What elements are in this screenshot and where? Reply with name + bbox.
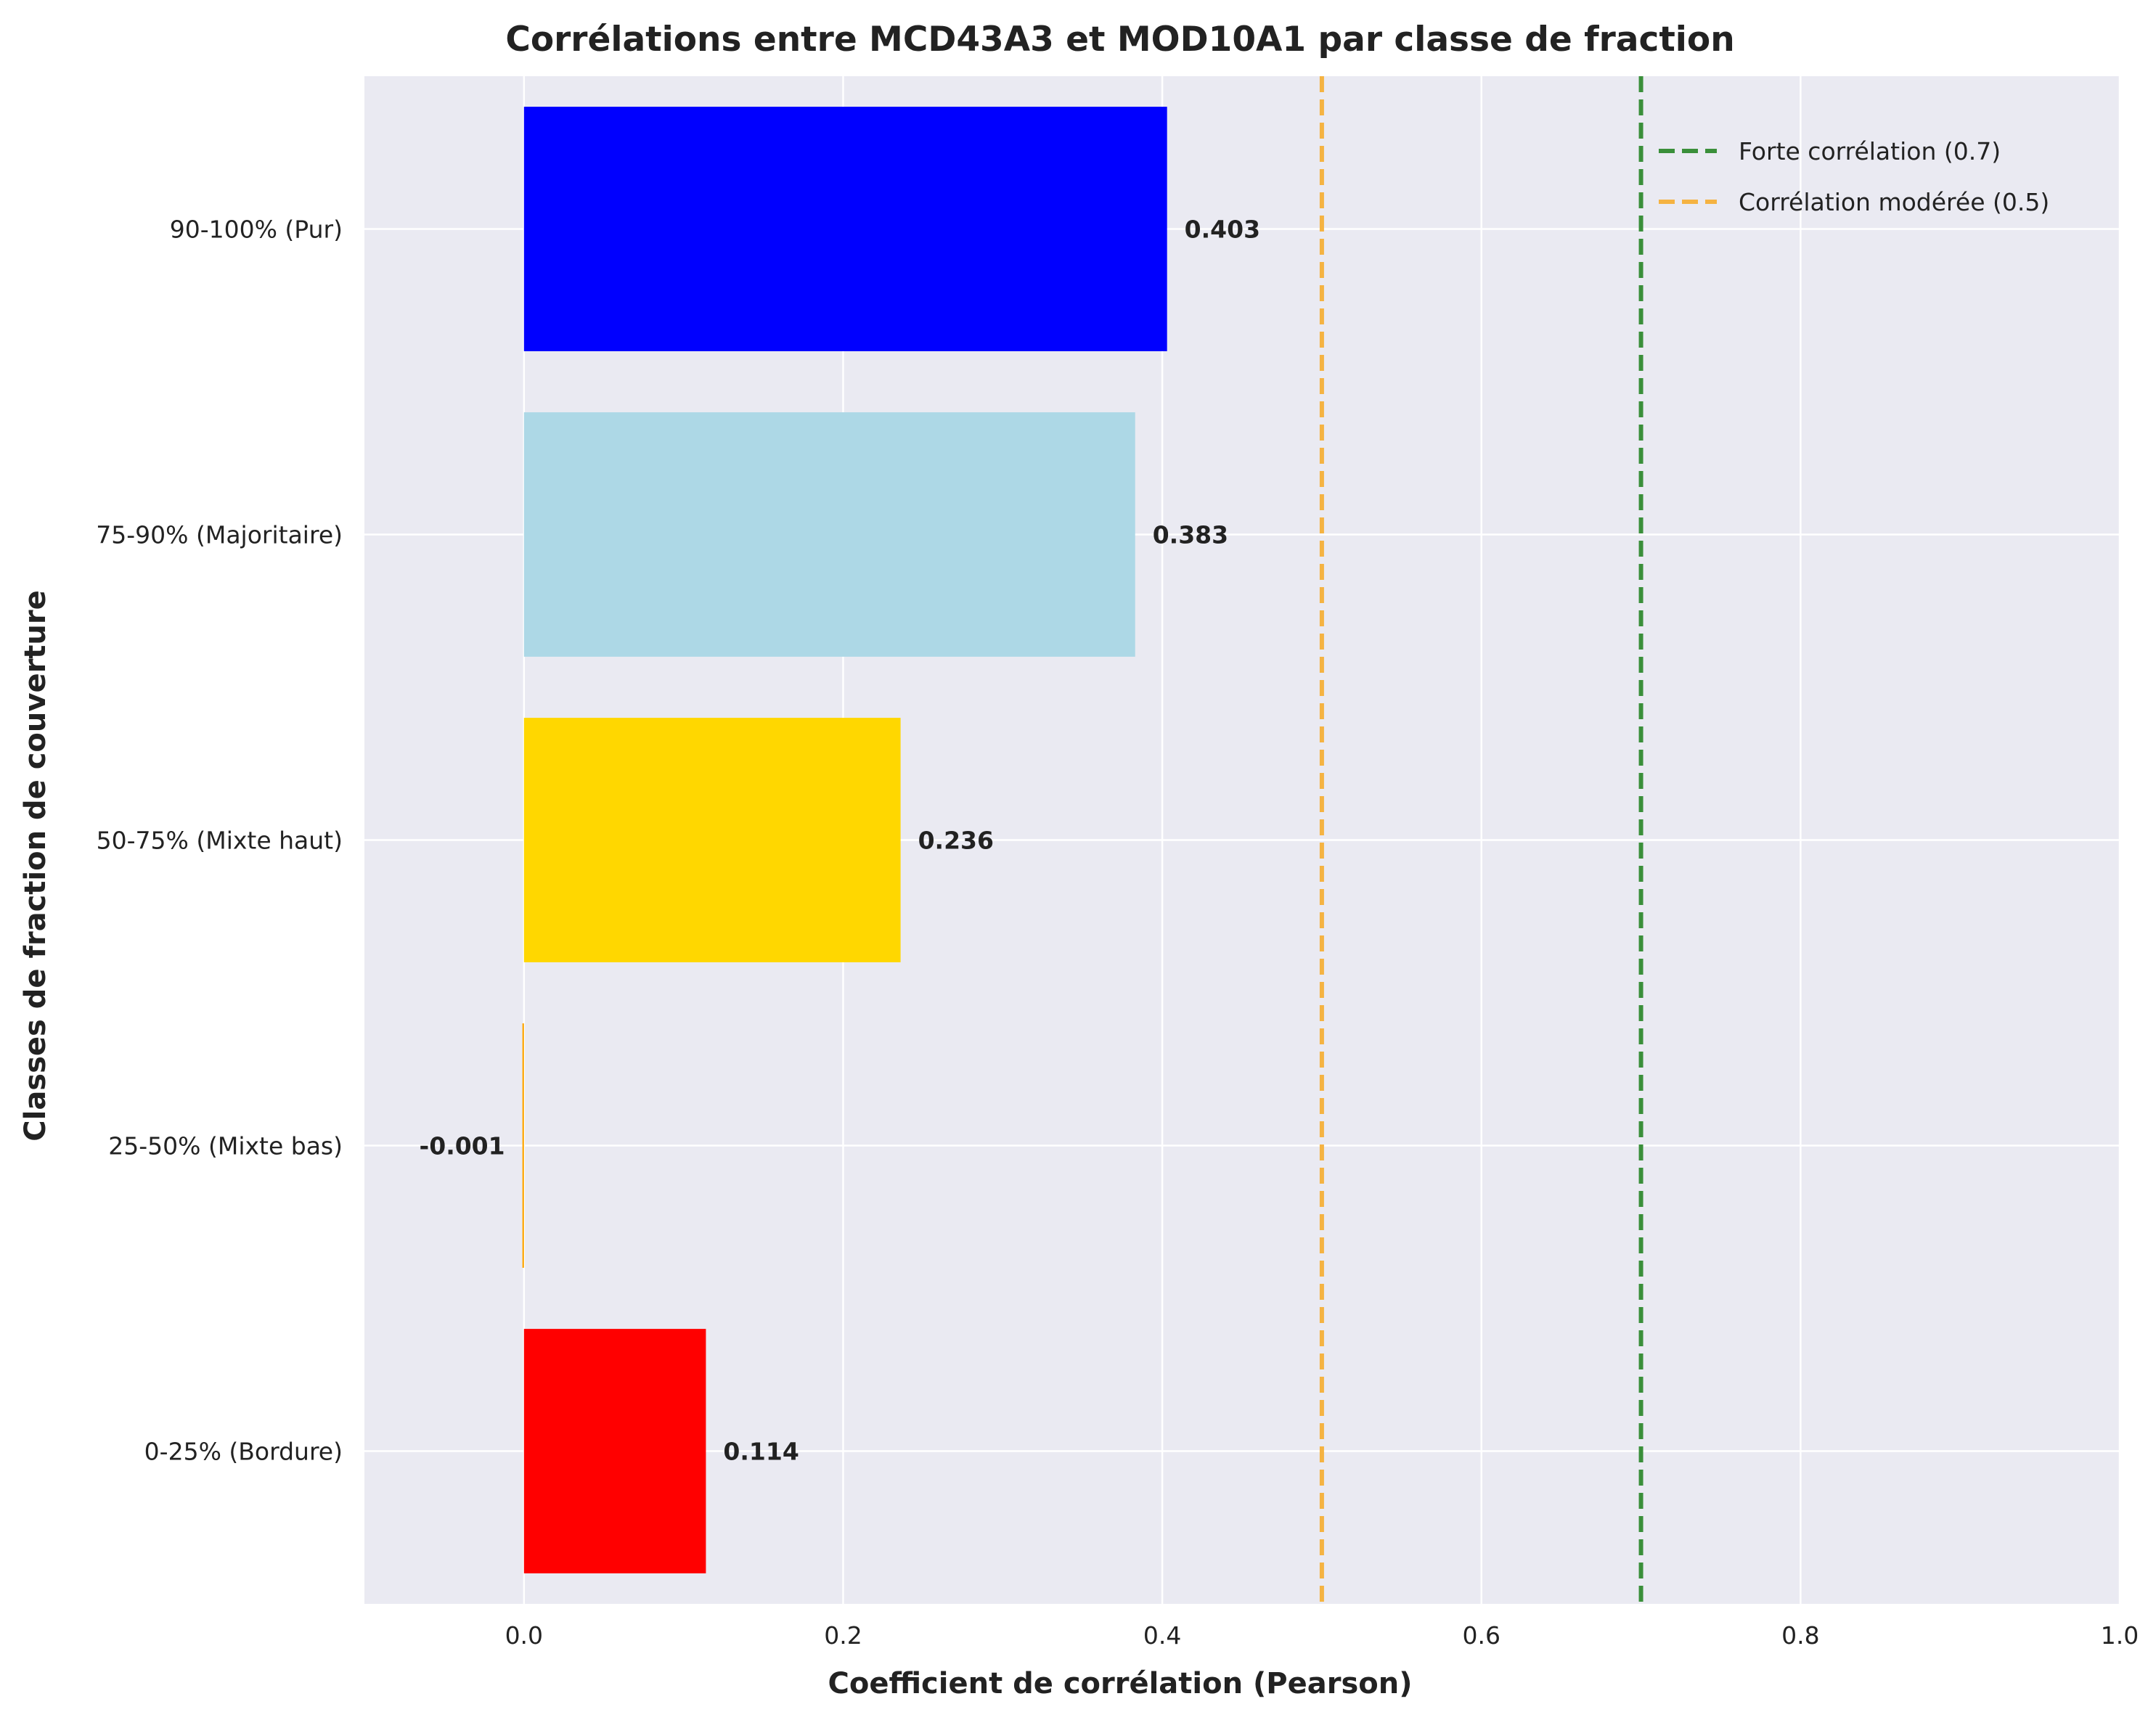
bars: [522, 107, 1167, 1573]
value-label: 0.403: [1185, 216, 1260, 244]
y-tick-label: 90-100% (Pur): [170, 216, 343, 244]
y-axis-ticks: 0-25% (Bordure) 25-50% (Mixte bas) 50-75% …: [96, 216, 343, 1466]
y-tick-label: 50-75% (Mixte haut): [97, 827, 343, 855]
y-axis-title: Classes de fraction de couverture: [19, 590, 52, 1142]
y-tick-label: 0-25% (Bordure): [144, 1438, 343, 1466]
legend-label: Corrélation modérée (0.5): [1739, 188, 2049, 216]
value-label: -0.001: [420, 1132, 505, 1160]
x-tick-label: 0.0: [505, 1621, 543, 1650]
value-labels: 0.114 -0.001 0.236 0.383 0.403: [420, 216, 1261, 1466]
y-tick-label: 75-90% (Majoritaire): [96, 521, 343, 549]
x-tick-label: 0.4: [1143, 1621, 1181, 1650]
x-tick-label: 0.6: [1462, 1621, 1500, 1650]
x-tick-label: 0.8: [1781, 1621, 1819, 1650]
bar: [523, 1329, 706, 1573]
bar: [523, 107, 1167, 351]
x-axis-ticks: 0.0 0.2 0.4 0.6 0.8 1.0: [505, 1621, 2139, 1650]
value-label: 0.114: [723, 1438, 799, 1466]
chart-title: Corrélations entre MCD43A3 et MOD10A1 pa…: [505, 20, 1734, 60]
bar: [522, 1023, 524, 1268]
bar: [523, 412, 1135, 657]
value-label: 0.383: [1153, 521, 1228, 549]
legend-label: Forte corrélation (0.7): [1739, 137, 2001, 165]
x-axis-title: Coefficient de corrélation (Pearson): [828, 1667, 1412, 1700]
value-label: 0.236: [918, 827, 994, 855]
bar: [523, 718, 901, 962]
x-tick-label: 1.0: [2101, 1621, 2139, 1650]
x-tick-label: 0.2: [824, 1621, 862, 1650]
y-tick-label: 25-50% (Mixte bas): [108, 1132, 343, 1160]
legend: Forte corrélation (0.7) Corrélation modér…: [1659, 137, 2049, 216]
